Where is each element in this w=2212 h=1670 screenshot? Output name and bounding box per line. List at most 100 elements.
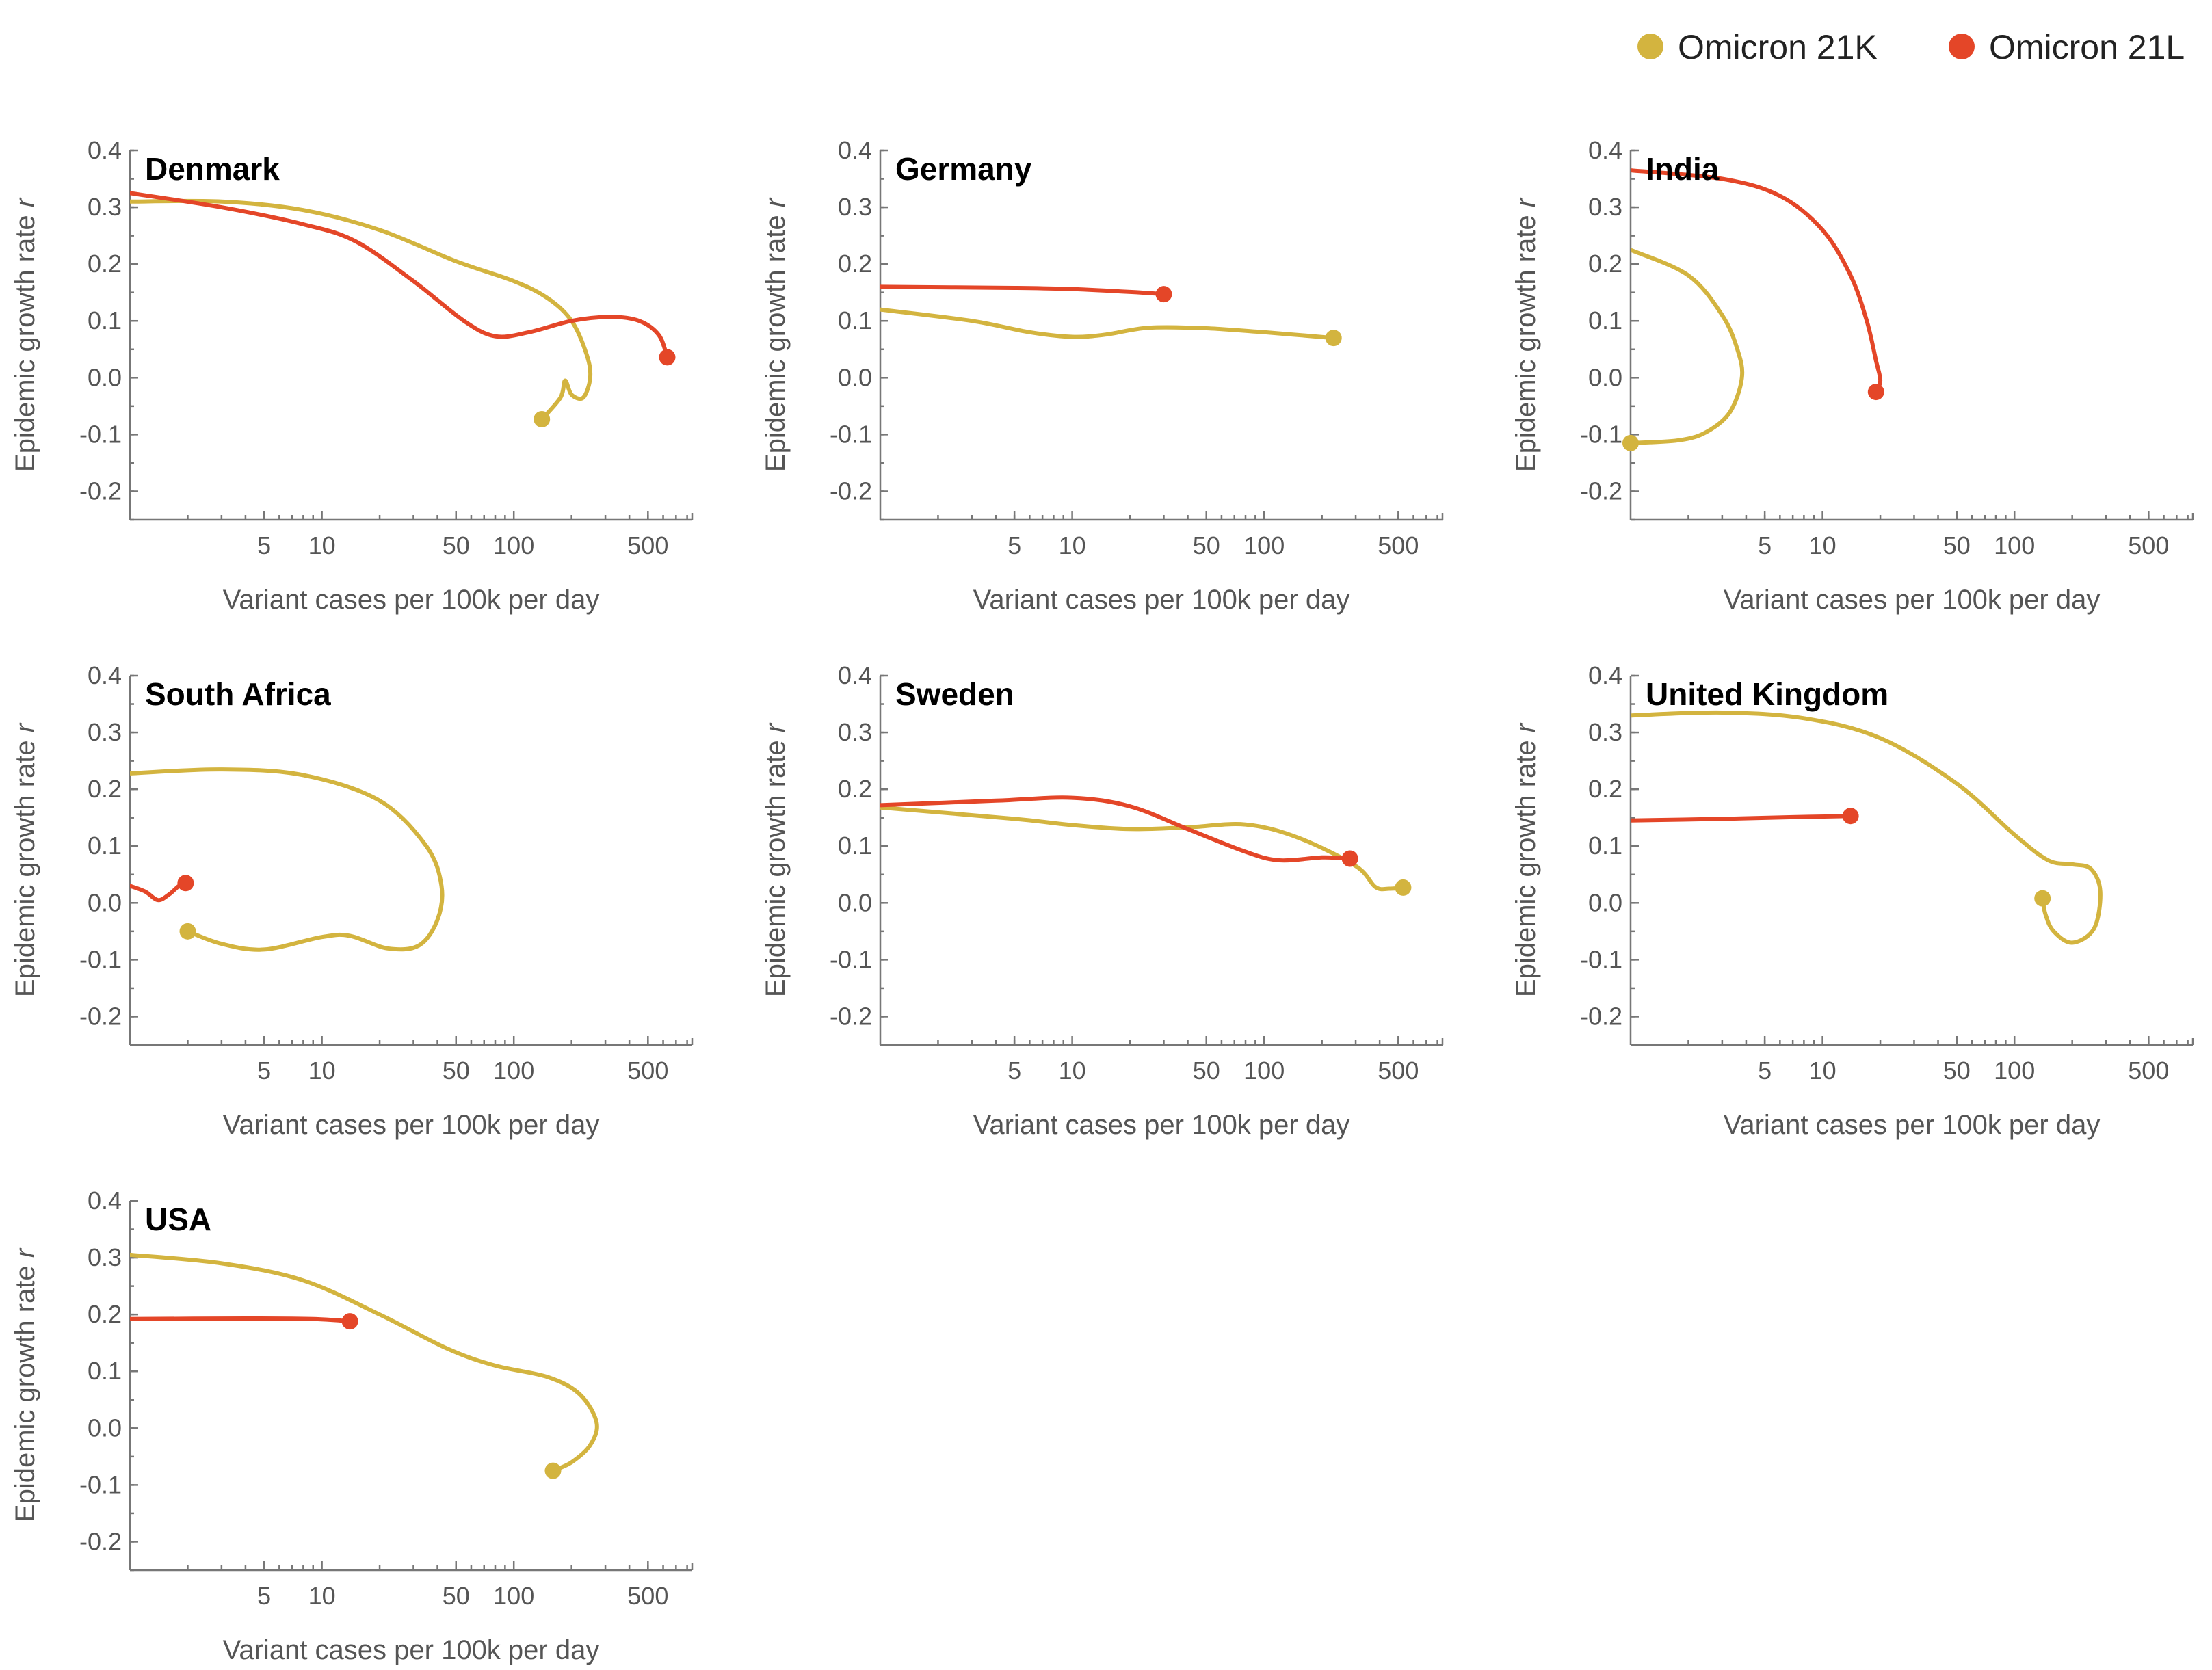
x-tick-label: 100 bbox=[1994, 1057, 2035, 1085]
x-tick-label: 100 bbox=[1994, 531, 2035, 559]
panel-title: India bbox=[1646, 151, 1720, 187]
x-axis-label: Variant cases per 100k per day bbox=[223, 1110, 600, 1140]
panel-usa: 0.4 0.3 0.2 0.1 0.0 -0.1 -0.2 5 10 50 100 500 Varian… bbox=[10, 1187, 694, 1665]
series-line-omicron-21k bbox=[880, 307, 1336, 341]
x-tick-label: 100 bbox=[493, 1582, 534, 1610]
y-tick-label: 0.1 bbox=[88, 832, 122, 860]
y-tick-label: 0.3 bbox=[1588, 193, 1622, 221]
y-tick-label: 0.3 bbox=[838, 193, 872, 221]
series-line-omicron-21k bbox=[130, 767, 445, 952]
y-tick-label: -0.1 bbox=[79, 420, 122, 448]
x-axis-label: Variant cases per 100k per day bbox=[973, 1110, 1350, 1140]
x-tick-label: 10 bbox=[1809, 531, 1836, 559]
y-axis-label: Epidemic growth rate r bbox=[10, 1247, 40, 1522]
y-tick-label: 0.1 bbox=[88, 1357, 122, 1385]
x-tick-label: 500 bbox=[627, 531, 668, 559]
series-end-point-omicron-21k bbox=[544, 1462, 562, 1479]
x-axis-label: Variant cases per 100k per day bbox=[1724, 585, 2101, 615]
series-end-point-omicron-21k bbox=[1622, 434, 1639, 451]
series-line-omicron-21k bbox=[1631, 248, 1745, 445]
x-tick-label: 100 bbox=[493, 1057, 534, 1085]
y-tick-label: -0.1 bbox=[830, 420, 872, 448]
series-end-point-omicron-21l bbox=[1155, 286, 1172, 303]
legend-label-omicron-21k: Omicron 21K bbox=[1678, 28, 1878, 66]
x-tick-label: 5 bbox=[257, 1582, 271, 1610]
x-axis-label: Variant cases per 100k per day bbox=[1724, 1110, 2101, 1140]
y-tick-label: 0.0 bbox=[88, 1414, 122, 1442]
panel-title: Germany bbox=[895, 151, 1032, 187]
y-tick-label: -0.2 bbox=[79, 477, 122, 505]
y-tick-label: -0.2 bbox=[830, 1002, 872, 1030]
series-end-point-omicron-21l bbox=[1341, 850, 1358, 867]
legend-marker-omicron-21l bbox=[1949, 34, 1975, 59]
panel-title: United Kingdom bbox=[1646, 676, 1888, 712]
x-axis-label: Variant cases per 100k per day bbox=[223, 585, 600, 615]
y-tick-label: 0.1 bbox=[838, 306, 872, 334]
series-end-point-omicron-21k bbox=[1325, 330, 1342, 347]
x-tick-label: 50 bbox=[443, 531, 470, 559]
series-end-point-omicron-21l bbox=[659, 349, 676, 366]
panel-germany: 0.4 0.3 0.2 0.1 0.0 -0.1 -0.2 5 10 50 100 500 Varian… bbox=[761, 136, 1444, 615]
x-tick-label: 500 bbox=[2128, 531, 2169, 559]
y-tick-label: 0.1 bbox=[1588, 832, 1622, 860]
y-tick-label: -0.2 bbox=[1580, 1002, 1622, 1030]
series-line-omicron-21l bbox=[880, 284, 1166, 297]
y-tick-label: 0.3 bbox=[838, 718, 872, 746]
x-axis-label: Variant cases per 100k per day bbox=[973, 585, 1350, 615]
x-tick-label: 50 bbox=[1193, 1057, 1220, 1085]
series-line-omicron-21k bbox=[1631, 710, 2103, 945]
panel-india: 0.4 0.3 0.2 0.1 0.0 -0.1 -0.2 5 10 50 100 500 Varian… bbox=[1511, 136, 2194, 615]
y-tick-label: 0.0 bbox=[1588, 363, 1622, 391]
series-end-point-omicron-21k bbox=[534, 410, 551, 427]
x-tick-label: 50 bbox=[443, 1582, 470, 1610]
x-tick-label: 10 bbox=[1059, 1057, 1086, 1085]
x-tick-label: 10 bbox=[1809, 1057, 1836, 1085]
y-axis-label: Epidemic growth rate r bbox=[10, 722, 40, 997]
series-line-omicron-21l bbox=[1631, 814, 1853, 823]
series-line-omicron-21l bbox=[1631, 168, 1883, 395]
y-tick-label: 0.1 bbox=[88, 306, 122, 334]
y-tick-label: 0.4 bbox=[838, 661, 872, 689]
x-tick-label: 50 bbox=[1943, 531, 1971, 559]
y-tick-label: 0.2 bbox=[88, 1300, 122, 1328]
x-tick-label: 500 bbox=[627, 1057, 668, 1085]
y-tick-label: -0.2 bbox=[79, 1002, 122, 1030]
legend-label-omicron-21l: Omicron 21L bbox=[1989, 28, 2185, 66]
panel-title: Denmark bbox=[145, 151, 280, 187]
series-line-omicron-21k bbox=[130, 1252, 599, 1473]
series-line-omicron-21l bbox=[130, 191, 670, 360]
x-tick-label: 5 bbox=[1758, 531, 1772, 559]
x-tick-label: 10 bbox=[308, 1057, 336, 1085]
panel-denmark: 0.4 0.3 0.2 0.1 0.0 -0.1 -0.2 5 10 50 100 500 Varian… bbox=[10, 136, 694, 615]
legend: Omicron 21K Omicron 21L bbox=[1637, 28, 2185, 66]
y-tick-label: -0.2 bbox=[79, 1527, 122, 1555]
y-axis-label: Epidemic growth rate r bbox=[10, 197, 40, 472]
y-tick-label: 0.2 bbox=[1588, 250, 1622, 278]
y-tick-label: 0.4 bbox=[88, 661, 122, 689]
series-line-omicron-21l bbox=[880, 795, 1352, 863]
y-tick-label: 0.4 bbox=[88, 136, 122, 164]
x-tick-label: 50 bbox=[443, 1057, 470, 1085]
y-tick-label: 0.3 bbox=[1588, 718, 1622, 746]
y-tick-label: -0.1 bbox=[79, 1470, 122, 1498]
legend-marker-omicron-21k bbox=[1637, 34, 1663, 59]
y-tick-label: 0.0 bbox=[88, 888, 122, 916]
x-tick-label: 500 bbox=[1378, 531, 1419, 559]
panel-united-kingdom: 0.4 0.3 0.2 0.1 0.0 -0.1 -0.2 5 10 50 100 500 Varian… bbox=[1511, 661, 2194, 1140]
x-tick-label: 5 bbox=[1008, 1057, 1021, 1085]
series-end-point-omicron-21l bbox=[341, 1313, 358, 1330]
y-tick-label: 0.2 bbox=[838, 775, 872, 803]
y-tick-label: 0.2 bbox=[88, 775, 122, 803]
y-axis-label: Epidemic growth rate r bbox=[761, 197, 791, 472]
y-tick-label: -0.2 bbox=[1580, 477, 1622, 505]
y-tick-label: 0.4 bbox=[1588, 136, 1622, 164]
series-line-omicron-21l bbox=[130, 1316, 352, 1324]
y-axis-label: Epidemic growth rate r bbox=[1511, 197, 1541, 472]
series-end-point-omicron-21l bbox=[1867, 384, 1884, 401]
y-tick-label: 0.4 bbox=[838, 136, 872, 164]
x-tick-label: 500 bbox=[1378, 1057, 1419, 1085]
y-tick-label: 0.1 bbox=[1588, 306, 1622, 334]
x-tick-label: 10 bbox=[308, 531, 336, 559]
series-end-point-omicron-21k bbox=[179, 923, 196, 940]
